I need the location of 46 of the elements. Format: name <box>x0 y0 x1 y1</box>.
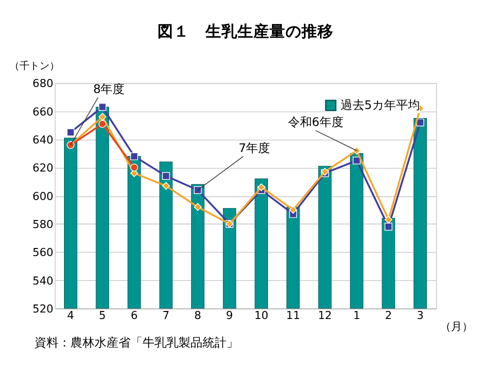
y-tick-label: 540 <box>32 274 54 288</box>
x-tick-label: 1 <box>353 308 360 322</box>
y-tick-label: 660 <box>32 105 54 118</box>
point <box>416 118 424 126</box>
point <box>384 216 392 224</box>
x-tick-label: 2 <box>384 308 392 322</box>
chart-title: 図１ 生乳生産量の推移 <box>157 22 334 40</box>
legend-label: 過去5カ年平均 <box>340 98 420 112</box>
text: 資料：農林水産省「牛乳乳製品統計」 <box>34 336 239 350</box>
x-tick-label: 11 <box>286 308 300 322</box>
y-tick-label: 520 <box>32 302 54 316</box>
x-tick-label: 6 <box>130 308 138 322</box>
point <box>98 120 106 128</box>
point <box>98 112 106 121</box>
y-tick-label: 600 <box>32 190 54 203</box>
x-tick-label: 7 <box>162 308 170 322</box>
x-tick-label: 12 <box>318 308 332 322</box>
point <box>194 186 202 194</box>
y-tick-label: 580 <box>32 218 54 231</box>
point <box>289 206 298 214</box>
x-tick-label: 8 <box>194 308 202 322</box>
point <box>352 146 361 155</box>
x-axis-title: （月） <box>440 320 474 333</box>
x-tick-label: 5 <box>98 308 106 322</box>
point <box>384 222 392 231</box>
annotation: 7年度 <box>238 140 270 155</box>
y-tick-label: 560 <box>32 246 54 260</box>
y-tick-label: 640 <box>32 133 54 146</box>
x-tick-label: 9 <box>226 308 234 322</box>
point <box>66 128 75 136</box>
point <box>162 182 170 190</box>
point <box>194 203 202 211</box>
annotation: 8年度 <box>93 82 125 96</box>
x-tick-label: 3 <box>416 308 424 322</box>
y-tick-label: 620 <box>32 162 54 175</box>
point <box>130 164 138 172</box>
point <box>352 156 361 164</box>
annotation: 令和6年度 <box>288 115 344 130</box>
x-tick-label: 10 <box>254 308 268 322</box>
point <box>162 172 170 180</box>
point <box>257 183 266 192</box>
y-tick-label: 680 <box>32 77 54 90</box>
point <box>130 152 138 160</box>
point <box>98 103 106 111</box>
x-tick-label: 4 <box>67 308 74 322</box>
y-axis-title: （千トン） <box>10 60 60 72</box>
